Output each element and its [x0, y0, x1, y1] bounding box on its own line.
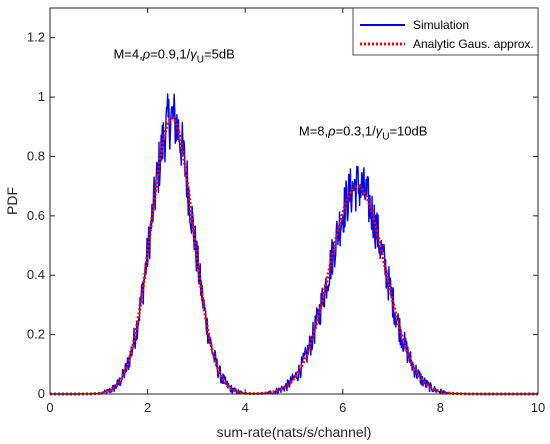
- y-tick-label: 1.2: [27, 30, 45, 45]
- y-tick-label: 0.6: [27, 208, 45, 223]
- annotation-1: M=8,ρ=0.3,1/γU=10dB: [299, 124, 428, 143]
- annotation-part-prefix: M=8,: [299, 124, 328, 139]
- legend: Simulation Analytic Gaus. approx.: [352, 7, 539, 56]
- y-tick-label: 0.2: [27, 327, 45, 342]
- annotation-part-suffix: =10dB: [389, 124, 427, 139]
- plot-frame: [49, 7, 539, 395]
- legend-label-analytic: Analytic Gaus. approx.: [413, 37, 534, 51]
- plot-area: [50, 8, 538, 394]
- x-tick-label: 4: [242, 400, 249, 415]
- annotation-part-sub: U: [197, 54, 204, 65]
- y-tick-label: 0: [38, 386, 45, 401]
- annotation-part-suffix: =5dB: [204, 46, 235, 61]
- annotation-part-rho: ρ: [327, 124, 336, 139]
- x-tick-label: 2: [144, 400, 151, 415]
- y-axis-label: PDF: [4, 187, 20, 215]
- x-tick-label: 6: [339, 400, 346, 415]
- y-tick-label: 0.8: [27, 148, 45, 163]
- x-tick-label: 0: [46, 400, 53, 415]
- annotation-part-mid: =0.3,1/: [336, 124, 377, 139]
- annotation-part-sub: U: [382, 132, 389, 143]
- legend-box: [352, 7, 539, 56]
- annotation-part-gamma: γ: [190, 46, 198, 61]
- y-tick-label: 1: [38, 89, 45, 104]
- ticks-layer: 0 2 4 6 8 10 0 0.2 0.4 0.6 0.8 1 1.2: [27, 8, 545, 415]
- x-tick-label: 8: [437, 400, 444, 415]
- annotation-0: M=4,ρ=0.9,1/γU=5dB: [113, 46, 234, 65]
- annotation-part-rho: ρ: [142, 46, 151, 61]
- annotation-part-gamma: γ: [376, 124, 384, 139]
- legend-label-simulation: Simulation: [413, 18, 469, 32]
- y-tick-label: 0.4: [27, 267, 45, 282]
- annotation-part-prefix: M=4,: [113, 46, 142, 61]
- annotation-part-mid: =0.9,1/: [150, 46, 191, 61]
- x-tick-label: 10: [531, 400, 545, 415]
- x-axis-label: sum-rate(nats/s/channel): [217, 424, 372, 440]
